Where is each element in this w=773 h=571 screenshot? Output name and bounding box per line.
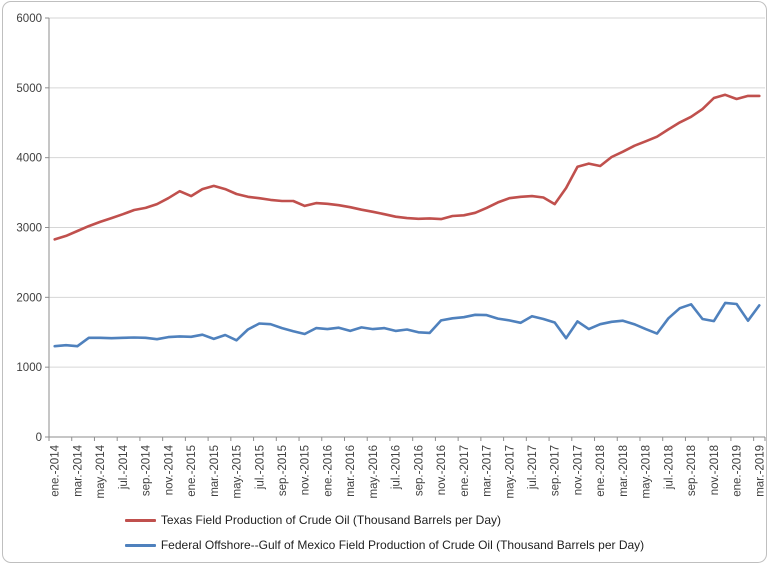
texas-series-swatch [124,518,156,522]
series-line-1 [53,301,761,348]
x-tick-label: ene.-2017 [459,445,471,497]
x-tick-label: sep.-2016 [413,445,425,496]
x-tick-label: mar.-2017 [482,445,494,497]
x-tick-label: ene.-2018 [595,445,607,497]
x-tick-label: jul.-2014 [118,444,130,490]
x-tick-label: nov.-2014 [163,444,175,495]
x-tick-label: nov.-2017 [572,445,584,495]
x-tick-label: may.-2017 [504,445,516,498]
x-tick-label: jul.-2017 [527,445,539,490]
chart: 0 1000 2000 3000 4000 5000 6000 ene.-2014 mar.-2… [2,1,767,563]
x-tick-label: jul.-2016 [391,445,403,490]
y-tick-label: 3000 [16,223,42,235]
series-line-0 [53,93,761,241]
x-tick-label: mar.-2019 [754,445,766,497]
legend-label-gulf-of-mexico: Federal Offshore--Gulf of Mexico Field P… [160,538,645,552]
legend-label-texas: Texas Field Production of Crude Oil (Tho… [160,513,501,527]
gulf-of-mexico-series-swatch [124,543,156,547]
y-tick-label: 1000 [16,362,42,374]
x-tick-label: may.-2014 [95,444,107,498]
x-tick-label: mar.-2018 [618,445,630,497]
x-tick-label: may.-2016 [368,445,380,498]
x-tick-label: nov.-2016 [436,445,448,495]
x-tick-label: sep.-2017 [550,445,562,496]
x-tick-label: sep.-2015 [277,445,289,496]
x-tick-label: nov.-2015 [300,445,312,495]
x-tick-label: may.-2018 [641,445,653,498]
x-tick-label: mar.-2015 [209,445,221,497]
x-tick-label: sep.-2018 [686,445,698,496]
y-tick-label: 0 [36,432,42,444]
x-tick-label: nov.-2018 [709,445,721,495]
y-tick-label: 5000 [16,83,42,95]
y-tick-label: 2000 [16,292,42,304]
x-tick-label: ene.-2014 [50,444,62,496]
x-tick-label: ene.-2016 [322,445,334,497]
line-chart: 0 1000 2000 3000 4000 5000 6000 ene.-2014 mar.-2… [16,13,766,498]
y-tick-label: 6000 [16,13,42,25]
x-tick-label: mar.-2014 [72,444,84,496]
x-tick-label: mar.-2016 [345,445,357,497]
legend-item-gulf-of-mexico: Federal Offshore--Gulf of Mexico Field P… [124,536,645,554]
legend-item-texas: Texas Field Production of Crude Oil (Tho… [124,511,501,529]
y-tick-label: 4000 [16,153,42,165]
x-tick-label: may.-2015 [232,445,244,498]
legend: Texas Field Production of Crude Oil (Tho… [3,511,766,554]
x-tick-label: sep.-2014 [141,444,153,496]
x-tick-label: ene.-2019 [732,445,744,497]
x-tick-label: jul.-2018 [663,445,675,490]
x-tick-label: ene.-2015 [186,445,198,497]
x-tick-label: jul.-2015 [254,445,266,490]
